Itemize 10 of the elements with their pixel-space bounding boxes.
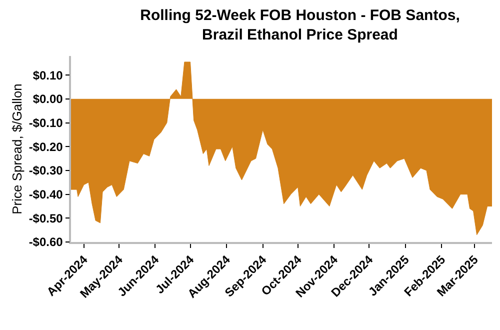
y-tick-label: -$0.40: [28, 188, 64, 202]
y-tick-label: -$0.50: [28, 211, 64, 226]
y-tick-label: $0.10: [32, 68, 64, 82]
y-tick-label: -$0.20: [28, 140, 64, 154]
y-tick-label: -$0.60: [28, 235, 64, 250]
y-tick-label: -$0.30: [28, 164, 64, 178]
chart-title: Rolling 52-Week FOB Houston - FOB Santos, Brazil Ethanol Price Spread: [140, 6, 460, 44]
y-tick-label: $0.00: [32, 92, 64, 106]
y-axis-title: Price Spread, $/Gallon: [9, 84, 24, 214]
y-tick-label: -$0.10: [28, 116, 64, 130]
